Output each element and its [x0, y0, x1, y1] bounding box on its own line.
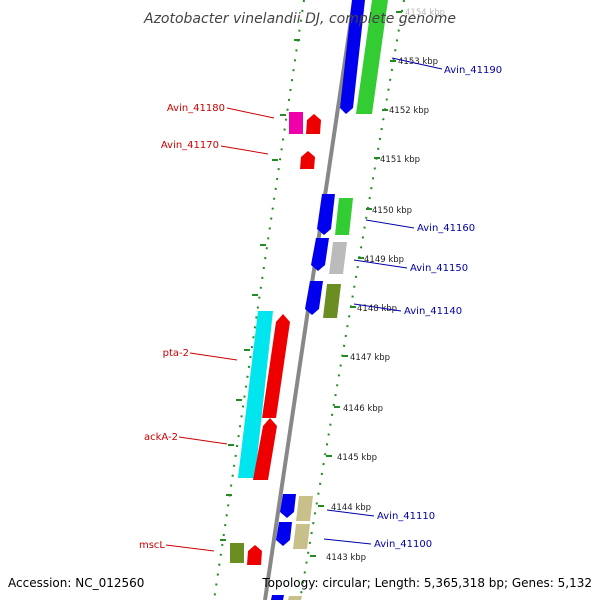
leader-line	[326, 509, 375, 517]
gene-features	[230, 0, 388, 600]
gene-label-left: Avin_41180	[167, 103, 225, 114]
gene-avin-41160-blue	[317, 194, 335, 235]
tick-label: 4143 kbp	[326, 553, 366, 563]
leader-line	[323, 538, 372, 545]
tick-label: 4154 kbp	[405, 8, 445, 18]
gene-label-right: Avin_41190	[444, 65, 502, 76]
genome-title: Azotobacter vinelandii DJ, complete geno…	[143, 11, 456, 27]
right-gene-labels: Avin_41190 Avin_41160 Avin_41150 Avin_41…	[323, 57, 502, 550]
gene-avin-41140-blue	[305, 281, 323, 315]
gene-avin-41190-blue	[340, 0, 365, 114]
gene-label-right: Avin_41110	[377, 511, 435, 522]
leader-line	[365, 219, 415, 229]
gene-label-right: Avin_41150	[410, 263, 468, 274]
gene-bottom-khaki	[288, 596, 302, 600]
tick-label: 4151 kbp	[380, 155, 420, 165]
gene-avin-41170-red	[300, 151, 315, 169]
gene-label-left: mscL	[139, 540, 165, 551]
leader-line	[220, 145, 269, 155]
gene-pta-2-red	[262, 314, 290, 418]
gene-label-right: Avin_41160	[417, 223, 475, 234]
gene-avin-41140-olive	[323, 284, 341, 318]
tick-label: 4146 kbp	[343, 404, 383, 414]
left-dotted-boundary	[213, 0, 305, 600]
tick-label: 4145 kbp	[337, 453, 377, 463]
gene-avin-41100-khaki	[293, 524, 310, 549]
gene-label-right: Avin_41140	[404, 306, 462, 317]
gene-avin-41110-blue	[280, 494, 296, 518]
tick-label: 4153 kbp	[398, 57, 438, 67]
leader-line	[178, 436, 228, 445]
tick-label: 4148 kbp	[357, 304, 397, 314]
leader-line	[353, 259, 408, 269]
tick-label: 4150 kbp	[372, 206, 412, 216]
gene-mscl-red	[247, 545, 262, 565]
right-dotted-boundary	[299, 0, 405, 600]
left-tick-dashes	[220, 39, 300, 541]
leader-line	[353, 303, 402, 312]
gene-avin-41180-red	[306, 114, 321, 134]
leader-line	[391, 57, 443, 70]
leader-line	[165, 544, 215, 552]
gene-pta-2-cyan	[238, 311, 273, 478]
gene-label-left: ackA-2	[144, 432, 178, 443]
gene-acka-2-red	[253, 418, 277, 480]
gene-avin-41160-green	[335, 198, 353, 235]
kbp-labels: 4154 kbp 4153 kbp 4152 kbp 4151 kbp 4150…	[326, 8, 445, 563]
gene-bottom-blue	[271, 595, 284, 600]
gene-avin-41150-blue	[311, 238, 329, 271]
tick-label: 4149 kbp	[364, 255, 404, 265]
kbp-tick-marks	[310, 11, 402, 557]
left-gene-labels: Avin_41180 Avin_41170 pta-2 ackA-2 mscL	[139, 103, 275, 552]
gene-avin-41190-green	[356, 0, 388, 114]
gene-avin-41110-khaki	[296, 496, 313, 521]
tick-label: 4152 kbp	[389, 106, 429, 116]
tick-label: 4147 kbp	[350, 353, 390, 363]
genome-summary-text: Topology: circular; Length: 5,365,318 bp…	[261, 576, 592, 590]
tick-label: 4144 kbp	[331, 503, 371, 513]
gene-avin-41100-blue	[276, 522, 292, 546]
gene-label-left: Avin_41170	[161, 140, 219, 151]
gene-label-right: Avin_41100	[374, 539, 432, 550]
gene-avin-41180-magenta	[289, 112, 303, 134]
gene-mscl-olive	[230, 543, 244, 563]
accession-text: Accession: NC_012560	[8, 576, 144, 590]
gene-avin-41150-gray	[329, 242, 347, 274]
leader-line	[226, 107, 275, 119]
leader-line	[189, 352, 238, 361]
gene-label-left: pta-2	[163, 348, 189, 359]
